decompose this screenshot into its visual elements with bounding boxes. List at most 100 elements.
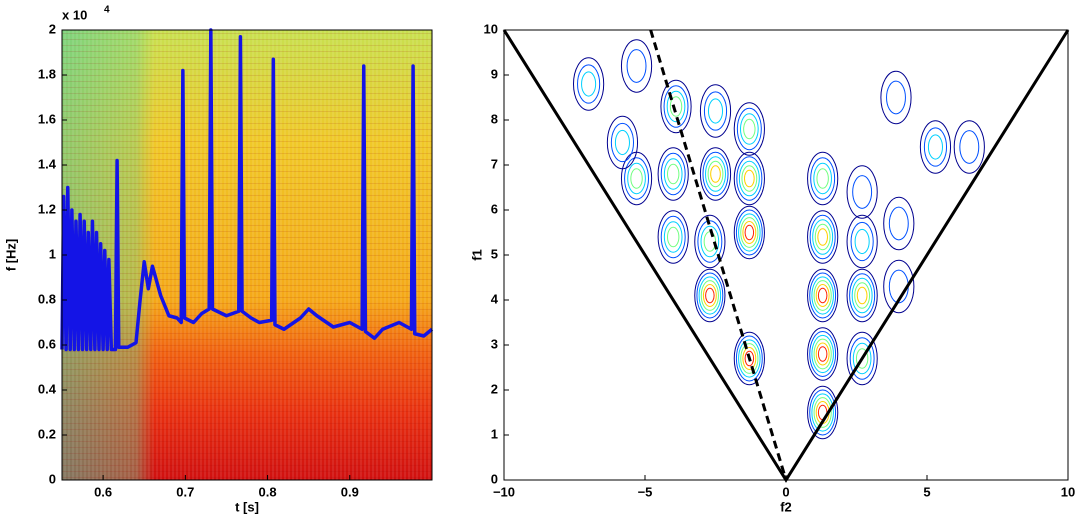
- contour-ring: [606, 115, 639, 170]
- contour-ring: [743, 169, 755, 188]
- contour-ring: [699, 147, 732, 201]
- contour-ring: [733, 205, 765, 260]
- contour-ring: [667, 226, 680, 248]
- contour-ring: [817, 346, 828, 362]
- contour-ring: [880, 70, 912, 125]
- x-tick-label: 0.6: [94, 484, 112, 499]
- contour-ring: [697, 220, 723, 263]
- contour-ring: [923, 127, 948, 167]
- contour-ring: [744, 350, 755, 367]
- x-axis-label: f2: [780, 499, 792, 514]
- contour-ring: [663, 221, 683, 253]
- contour-ring: [694, 268, 726, 323]
- x-tick-label: 5: [923, 484, 930, 499]
- y-axis-label: f [Hz]: [3, 239, 18, 272]
- contour-ring: [738, 339, 761, 378]
- contour-ring: [813, 338, 832, 370]
- contour-ring: [738, 160, 760, 197]
- contour-ring: [744, 224, 755, 241]
- y-axis-label: f1: [469, 249, 484, 261]
- contour-ring: [953, 120, 985, 174]
- contour-ring: [699, 84, 732, 138]
- contour-ring: [624, 157, 650, 200]
- contour-ring: [660, 215, 686, 259]
- contour-ring: [811, 276, 834, 315]
- contour-ring: [666, 90, 686, 123]
- y-tick-label: 3: [491, 336, 498, 351]
- contour-ring: [707, 98, 724, 124]
- contour-ring: [813, 162, 832, 195]
- contour-ring: [742, 346, 757, 371]
- contour-ring: [817, 228, 829, 246]
- y-multiplier: x 10: [62, 7, 87, 22]
- y-tick-label: 1.6: [38, 111, 56, 126]
- contour-ring: [667, 163, 680, 185]
- y-tick-label: 1: [49, 246, 56, 261]
- contour-ring: [813, 280, 832, 311]
- contour-ring: [740, 113, 759, 145]
- contour-ring: [707, 160, 724, 188]
- y-tick-label: 2: [491, 381, 498, 396]
- contour-ring: [815, 283, 830, 308]
- y-tick-label: 2: [49, 21, 56, 36]
- y-tick-label: 6: [491, 201, 498, 216]
- contour-ring: [809, 272, 837, 319]
- y-tick-label: 0.2: [38, 426, 56, 441]
- y-tick-label: 0.8: [38, 291, 56, 306]
- y-tick-label: 0.4: [38, 381, 57, 396]
- y-tick-label: 5: [491, 246, 498, 261]
- spectrogram-panel: x 10 4 t [s] f [Hz] 0.6 0.7 0.8 0.9 0 0.2 0.4 0…: [3, 5, 434, 514]
- y-tick-label: 1: [491, 426, 498, 441]
- contour-ring: [696, 272, 724, 319]
- contour-ring: [854, 228, 870, 255]
- y-tick-label: 0: [49, 471, 56, 486]
- reference-line: [649, 29, 788, 481]
- contour-ring: [700, 280, 719, 311]
- contour-ring: [883, 196, 915, 251]
- y-tick-label: 7: [491, 156, 498, 171]
- contour-ring: [814, 223, 831, 251]
- contour-ring: [888, 206, 909, 241]
- contour-ring: [614, 129, 630, 156]
- contour-ring: [627, 162, 646, 195]
- contour-ring: [700, 225, 720, 258]
- contour-panel: f2 f1 −10 −5 0 5 10 0 1 2 3 4 5 6 7 8 9 10: [469, 21, 1075, 514]
- contour-ring: [620, 39, 653, 93]
- contour-ring: [850, 221, 874, 262]
- contour-ring: [812, 219, 834, 255]
- contour-ring: [694, 214, 726, 269]
- x-tick-label: 10: [1061, 484, 1075, 499]
- contour-ring: [733, 151, 765, 206]
- contour-ring: [852, 342, 872, 375]
- contour-ring: [743, 118, 756, 140]
- x-axis-label: t [s]: [235, 499, 259, 514]
- contour-ring: [811, 334, 834, 374]
- contour-ring: [736, 107, 762, 151]
- contour-ring: [846, 214, 878, 269]
- contour-ring: [855, 348, 869, 369]
- plot-area: [504, 30, 1068, 480]
- contour-ring: [630, 168, 643, 189]
- contour-ring: [886, 80, 906, 115]
- contour-ring: [807, 385, 839, 440]
- x-tick-label: 0.9: [341, 484, 359, 499]
- contour-ring: [807, 268, 839, 323]
- y-tick-label: 0.6: [38, 336, 56, 351]
- contour-ring: [736, 156, 763, 201]
- x-tick-label: 0.7: [176, 484, 194, 499]
- contour-ring: [817, 287, 828, 304]
- contour-ring: [810, 157, 836, 200]
- contour-ring: [735, 209, 763, 256]
- contour-ring: [702, 151, 729, 197]
- contour-ring: [657, 147, 689, 201]
- contour-ring: [851, 277, 873, 314]
- contour-ring: [807, 327, 839, 381]
- contour-ring: [856, 286, 868, 305]
- contour-ring: [927, 134, 944, 160]
- contour-ring: [710, 165, 721, 183]
- y-tick-label: 8: [491, 111, 498, 126]
- contour-ring: [813, 397, 832, 428]
- contour-ring: [703, 91, 728, 131]
- y-tick-label: 0: [491, 471, 498, 486]
